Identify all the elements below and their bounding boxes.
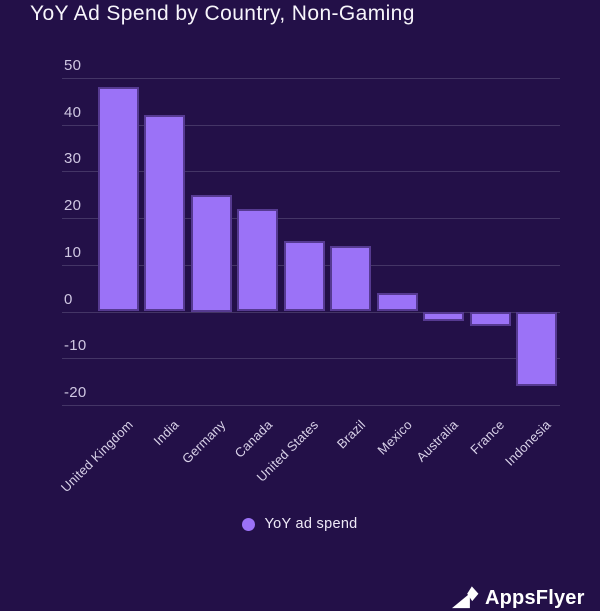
bar-canada: [237, 208, 278, 312]
bar-brazil: [330, 246, 371, 312]
bar-australia: [423, 311, 464, 321]
bar-india: [144, 115, 185, 312]
gridline--20: [62, 404, 560, 406]
y-tick-label-40: 40: [64, 103, 82, 121]
gridline-30: [62, 171, 560, 173]
y-tick-label-10: 10: [64, 243, 82, 261]
brand-logo: AppsFlyer: [452, 585, 585, 611]
gridline-0: [62, 311, 560, 313]
x-axis-label-mexico: Mexico: [374, 417, 415, 458]
x-axis-label-australia: Australia: [413, 417, 462, 465]
legend: YoY ad spend: [0, 516, 600, 532]
x-axis-label-indonesia: Indonesia: [502, 417, 555, 469]
bar-indonesia: [516, 311, 557, 387]
y-tick-label-20: 20: [64, 197, 82, 215]
bar-france: [469, 311, 511, 326]
gridline-50: [62, 78, 560, 79]
y-tick-label-0: 0: [64, 290, 73, 308]
bar-germany: [190, 194, 232, 312]
y-tick-label--10: -10: [64, 337, 87, 355]
y-tick-label--20: -20: [64, 383, 87, 401]
x-axis-label-france: France: [467, 417, 508, 458]
gridline-20: [62, 218, 560, 220]
x-axis-label-brazil: Brazil: [333, 417, 369, 452]
x-axis-label-germany: Germany: [179, 417, 229, 467]
bar-united-kingdom: [97, 87, 139, 312]
gridline--10: [62, 358, 560, 360]
brand-logo-text: AppsFlyer: [485, 587, 585, 609]
x-axis-label-united-kingdom: United Kingdom: [57, 417, 136, 496]
bar-mexico: [376, 292, 418, 312]
appsflyer-mark-icon: [452, 586, 479, 609]
y-tick-label-30: 30: [64, 150, 82, 168]
chart-title: YoY Ad Spend by Country, Non-Gaming: [30, 2, 415, 25]
legend-label: YoY ad spend: [264, 516, 358, 532]
x-axis-label-canada: Canada: [231, 417, 276, 461]
bar-united-states: [283, 241, 325, 312]
legend-dot-icon: [242, 517, 256, 531]
gridline-40: [62, 124, 560, 126]
y-tick-label-50: 50: [64, 57, 82, 74]
x-axis-label-india: India: [150, 417, 183, 449]
